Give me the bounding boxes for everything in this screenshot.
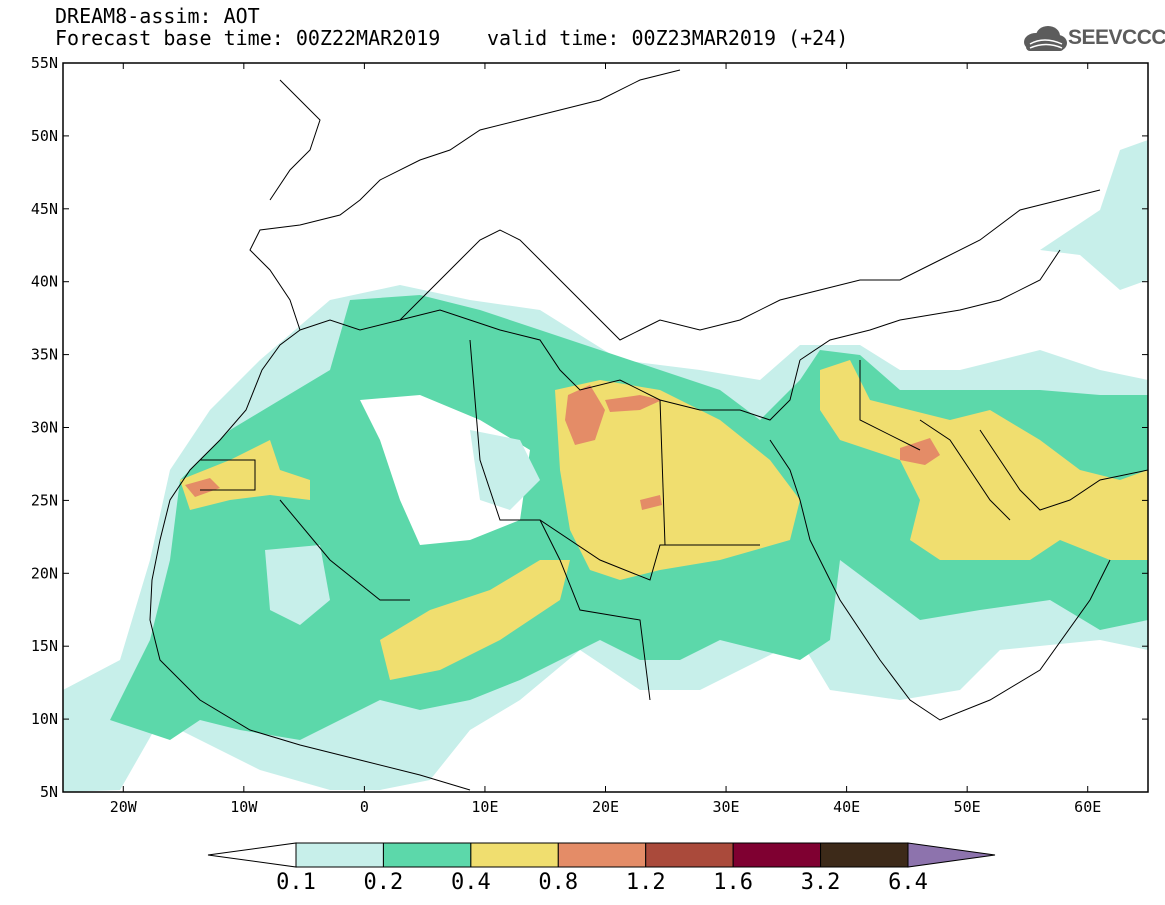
colorbar-tick-label: 0.2	[363, 870, 404, 895]
valid-time: valid time: 00Z23MAR2019 (+24)	[487, 26, 849, 50]
lon-tick-label: 50E	[954, 798, 981, 816]
lat-tick-label: 45N	[31, 200, 58, 218]
colorbar-tick-label: 0.8	[538, 870, 579, 895]
aot-band-0.4-egypt	[555, 380, 800, 580]
lat-tick-label: 25N	[31, 491, 58, 509]
lat-tick-label: 55N	[31, 54, 58, 72]
aot-hole-libya	[470, 430, 540, 510]
aot-hole-sahara	[360, 395, 530, 545]
colorbar-tick-label: 1.2	[625, 870, 666, 895]
colorbar-segment	[820, 842, 909, 868]
coastlines	[149, 69, 1148, 791]
aot-band-0.4-sahel	[380, 560, 570, 680]
aot-band-0.8-morocco	[185, 478, 220, 497]
colorbar-under-triangle	[207, 842, 297, 868]
lat-tick-label: 15N	[31, 637, 58, 655]
colorbar-segment	[557, 842, 647, 868]
map-title: DREAM8-assim: AOT	[55, 4, 260, 28]
aot-band-0.8-libya	[565, 385, 605, 445]
lat-tick-label: 10N	[31, 710, 58, 728]
lon-tick-label: 20E	[592, 798, 619, 816]
lat-tick-label: 40N	[31, 273, 58, 291]
logo-text: SEEVCCC	[1068, 26, 1165, 49]
lon-tick-label: 10E	[471, 798, 498, 816]
aot-band-0.8-libya2	[605, 395, 662, 412]
colorbar-segment	[470, 842, 559, 868]
lon-tick-label: 0	[360, 798, 369, 816]
colorbar-segment	[645, 842, 734, 868]
colorbar-segment	[382, 842, 472, 868]
cloud-icon	[1024, 26, 1067, 51]
colorbar-tick-label: 6.4	[888, 870, 928, 895]
colorbar-tick-label: 1.6	[713, 870, 754, 895]
lon-tick-label: 20W	[110, 798, 138, 816]
aot-band-0.4-arabia	[820, 360, 1148, 560]
axis-ticks: 55N 50N 45N 40N 35N 30N 25N 20N 15N 10N 5N 20W 10W 0 1…	[31, 54, 1148, 816]
lat-tick-label: 20N	[31, 564, 58, 582]
lon-tick-label: 10W	[230, 798, 258, 816]
lat-tick-label: 50N	[31, 127, 58, 145]
lon-tick-label: 30E	[713, 798, 740, 816]
aot-band-0.4-morocco	[180, 440, 310, 510]
lon-tick-label: 40E	[833, 798, 860, 816]
colorbar-tick-label: 0.1	[276, 870, 316, 895]
colorbar-segment	[732, 842, 822, 868]
aot-hole-mali	[265, 545, 330, 625]
colorbar-over-triangle	[907, 842, 996, 868]
colorbar-tick-label: 0.4	[450, 870, 491, 895]
lat-tick-label: 30N	[31, 419, 58, 437]
lat-tick-label: 5N	[40, 783, 58, 801]
colorbar-tick-label: 3.2	[800, 870, 841, 895]
lat-tick-label: 35N	[31, 346, 58, 364]
lon-tick-label: 60E	[1074, 798, 1101, 816]
colorbar-segment	[295, 842, 384, 868]
aot-contours	[63, 140, 1148, 792]
aot-band-0.8-egypt	[640, 495, 662, 510]
aot-band-0.1-caspian	[1040, 140, 1148, 290]
forecast-base-time: Forecast base time: 00Z22MAR2019	[55, 26, 441, 50]
